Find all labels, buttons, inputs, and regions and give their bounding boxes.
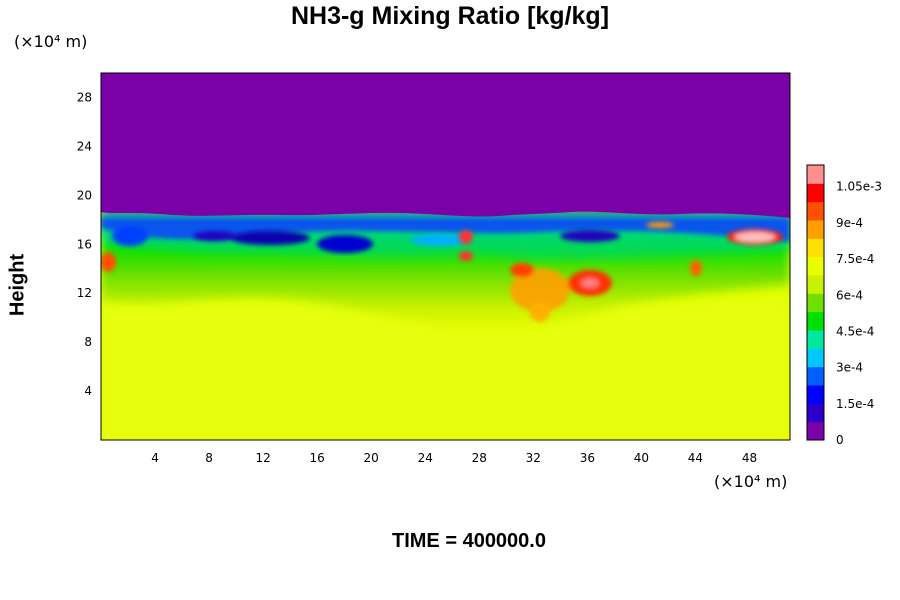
field-high-values <box>101 222 783 322</box>
x-tick-label: 28 <box>472 451 487 465</box>
colorbar-frame <box>806 164 825 441</box>
colorbar-swatch <box>807 165 824 184</box>
x-tick-label: 24 <box>418 451 433 465</box>
x-tick-label: 12 <box>255 451 270 465</box>
colorbar-label: 4.5e-4 <box>836 324 874 338</box>
colorbar-swatch <box>807 403 824 423</box>
time-footer: TIME = 400000.0 <box>392 530 546 552</box>
x-axis: 4 8 12 16 20 24 28 32 36 40 44 48 <box>151 451 757 465</box>
x-tick-label: 44 <box>688 451 703 465</box>
colorbar-label: 6e-4 <box>836 288 863 302</box>
y-tick-label: 16 <box>77 237 92 251</box>
y-tick-label: 8 <box>84 335 92 349</box>
y-tick-label: 20 <box>77 188 92 202</box>
y-tick-label: 12 <box>77 286 92 300</box>
colorbar-label: 0 <box>836 433 844 447</box>
y-unit-label: (×10⁴ m) <box>14 32 88 51</box>
colorbar-label: 1.5e-4 <box>836 397 874 411</box>
y-tick-label: 24 <box>77 139 92 153</box>
x-tick-label: 20 <box>364 451 379 465</box>
colorbar: 0 1.5e-4 3e-4 4.5e-4 6e-4 7.5e-4 9e-4 1.05e-3 <box>806 164 882 447</box>
colorbar-swatch <box>807 275 824 294</box>
field-upper-edge <box>101 218 790 242</box>
colorbar-label: 1.05e-3 <box>836 180 882 194</box>
colorbar-swatch <box>807 238 824 258</box>
field-upper-region <box>101 73 790 218</box>
colorbar-swatch <box>807 183 824 203</box>
x-tick-label: 36 <box>580 451 595 465</box>
colorbar-swatch <box>807 421 824 441</box>
x-tick-label: 16 <box>310 451 325 465</box>
field-blue-eddies <box>112 226 620 253</box>
colorbar-swatch <box>807 330 824 349</box>
colorbar-label: 7.5e-4 <box>836 252 874 266</box>
y-tick-label: 4 <box>84 384 92 398</box>
chart-title: NH3-g Mixing Ratio [kg/kg] <box>290 2 610 30</box>
x-tick-label: 32 <box>526 451 541 465</box>
colorbar-swatch <box>807 220 824 239</box>
colorbar-swatch <box>807 366 824 386</box>
x-tick-label: 4 <box>151 451 159 465</box>
colorbar-label: 9e-4 <box>836 216 863 230</box>
colorbar-swatch <box>807 293 824 313</box>
x-tick-label: 48 <box>742 451 757 465</box>
y-tick-label: 28 <box>77 90 92 104</box>
colorbar-swatch <box>807 201 824 221</box>
plot-frame <box>100 72 791 441</box>
y-axis: 4 8 12 16 20 24 28 <box>77 90 92 398</box>
colorbar-swatch <box>807 385 824 404</box>
colorbar-swatch <box>807 311 824 331</box>
plot-area <box>101 73 790 440</box>
colorbar-swatch <box>807 256 824 276</box>
x-tick-label: 40 <box>634 451 649 465</box>
colorbar-swatch <box>807 348 824 368</box>
x-tick-label: 8 <box>205 451 213 465</box>
colorbar-label: 3e-4 <box>836 361 863 375</box>
x-unit-label: (×10⁴ m) <box>714 472 788 491</box>
